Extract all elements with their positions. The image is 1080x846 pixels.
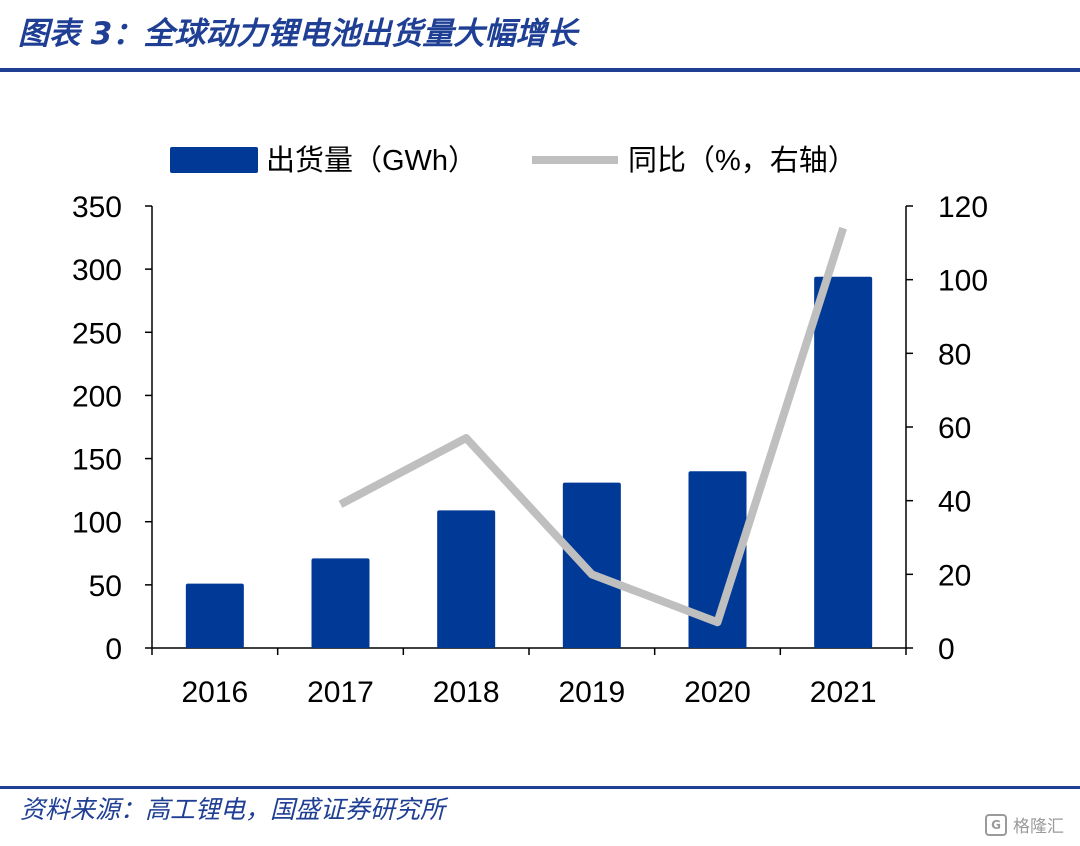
bar-2020 [688, 471, 747, 648]
bar-2021 [814, 276, 873, 648]
right-tick-label: 60 [938, 412, 971, 445]
watermark-text: 格隆汇 [1013, 817, 1064, 837]
bar-2017 [311, 558, 370, 648]
x-tick-label: 2018 [433, 676, 500, 709]
figure-title: 图表 3：全球动力锂电池出货量大幅增长 [18, 16, 578, 52]
left-tick-label: 300 [72, 254, 122, 287]
watermark-logo-icon: G [985, 813, 1007, 836]
left-tick-label: 0 [105, 633, 122, 666]
left-tick-label: 250 [72, 317, 122, 350]
x-tick-label: 2020 [684, 676, 751, 709]
right-tick-label: 0 [938, 633, 955, 666]
watermark: G 格隆汇 [985, 812, 1064, 837]
source-note: 资料来源：高工锂电，国盛证券研究所 [20, 795, 446, 824]
x-tick-label: 2021 [810, 676, 877, 709]
legend-bar-swatch [170, 147, 258, 173]
source-rule [0, 786, 1080, 789]
x-tick-label: 2016 [181, 676, 248, 709]
right-tick-label: 100 [938, 265, 988, 298]
right-tick-label: 40 [938, 486, 971, 519]
right-tick-label: 80 [938, 338, 971, 371]
x-tick-label: 2019 [558, 676, 625, 709]
left-tick-label: 350 [72, 191, 122, 224]
left-tick-label: 200 [72, 380, 122, 413]
title-rule [0, 68, 1080, 72]
bar-2018 [437, 510, 496, 648]
legend-line-label: 同比（%，右轴） [628, 144, 857, 177]
left-tick-label: 150 [72, 444, 122, 477]
bar-2016 [185, 583, 244, 648]
left-tick-label: 100 [72, 507, 122, 540]
legend-bar-label: 出货量（GWh） [266, 144, 477, 177]
left-tick-label: 50 [89, 570, 122, 603]
right-tick-label: 120 [938, 191, 988, 224]
x-tick-label: 2017 [307, 676, 374, 709]
bar-2019 [562, 482, 621, 648]
right-tick-label: 20 [938, 559, 971, 592]
